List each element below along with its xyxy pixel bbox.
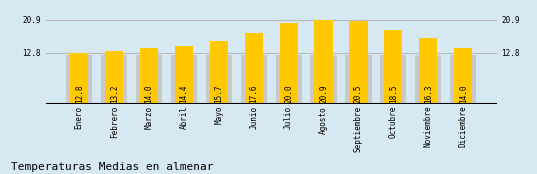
Bar: [105, 51, 123, 104]
Bar: [350, 21, 367, 104]
Text: Temperaturas Medias en almenar: Temperaturas Medias en almenar: [11, 162, 213, 172]
Bar: [384, 30, 402, 104]
Bar: [175, 46, 193, 104]
Bar: [345, 55, 372, 104]
Bar: [101, 55, 127, 104]
Text: 20.9: 20.9: [319, 84, 328, 103]
Bar: [70, 53, 88, 104]
Text: 20.5: 20.5: [354, 84, 363, 103]
Text: 20.0: 20.0: [284, 84, 293, 103]
Bar: [380, 55, 407, 104]
Bar: [241, 55, 267, 104]
Bar: [136, 55, 162, 104]
Bar: [450, 55, 476, 104]
Bar: [280, 23, 297, 104]
Text: 14.0: 14.0: [144, 84, 154, 103]
Bar: [315, 20, 332, 104]
Text: 12.8: 12.8: [75, 84, 84, 103]
Bar: [310, 55, 337, 104]
Text: 18.5: 18.5: [389, 84, 398, 103]
Bar: [206, 55, 232, 104]
Bar: [275, 55, 302, 104]
Bar: [171, 55, 197, 104]
Bar: [66, 55, 92, 104]
Bar: [210, 41, 228, 104]
Bar: [454, 48, 472, 104]
Bar: [245, 33, 263, 104]
Bar: [140, 48, 158, 104]
Text: 15.7: 15.7: [214, 84, 223, 103]
Bar: [415, 55, 441, 104]
Text: 13.2: 13.2: [110, 84, 119, 103]
Bar: [419, 38, 437, 104]
Text: 17.6: 17.6: [249, 84, 258, 103]
Text: 14.0: 14.0: [459, 84, 468, 103]
Text: 14.4: 14.4: [179, 84, 188, 103]
Text: 16.3: 16.3: [424, 84, 433, 103]
